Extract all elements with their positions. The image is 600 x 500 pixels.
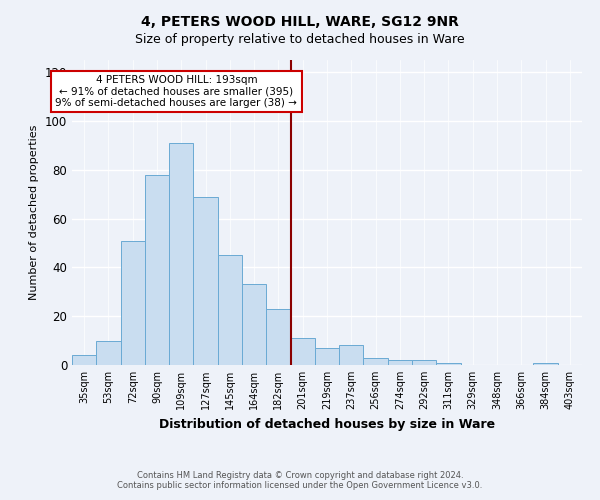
- Bar: [145, 174, 169, 365]
- Bar: [121, 240, 145, 365]
- Text: 4, PETERS WOOD HILL, WARE, SG12 9NR: 4, PETERS WOOD HILL, WARE, SG12 9NR: [141, 15, 459, 29]
- Bar: [290, 338, 315, 365]
- Text: 4 PETERS WOOD HILL: 193sqm
← 91% of detached houses are smaller (395)
9% of semi: 4 PETERS WOOD HILL: 193sqm ← 91% of deta…: [55, 75, 298, 108]
- Text: Size of property relative to detached houses in Ware: Size of property relative to detached ho…: [135, 32, 465, 46]
- Bar: [218, 255, 242, 365]
- Text: Contains HM Land Registry data © Crown copyright and database right 2024.
Contai: Contains HM Land Registry data © Crown c…: [118, 470, 482, 490]
- Bar: [436, 362, 461, 365]
- Bar: [266, 309, 290, 365]
- Bar: [242, 284, 266, 365]
- X-axis label: Distribution of detached houses by size in Ware: Distribution of detached houses by size …: [159, 418, 495, 430]
- Bar: [72, 355, 96, 365]
- Bar: [533, 362, 558, 365]
- Bar: [388, 360, 412, 365]
- Bar: [412, 360, 436, 365]
- Y-axis label: Number of detached properties: Number of detached properties: [29, 125, 39, 300]
- Bar: [339, 346, 364, 365]
- Bar: [96, 340, 121, 365]
- Bar: [315, 348, 339, 365]
- Bar: [364, 358, 388, 365]
- Bar: [169, 143, 193, 365]
- Bar: [193, 196, 218, 365]
